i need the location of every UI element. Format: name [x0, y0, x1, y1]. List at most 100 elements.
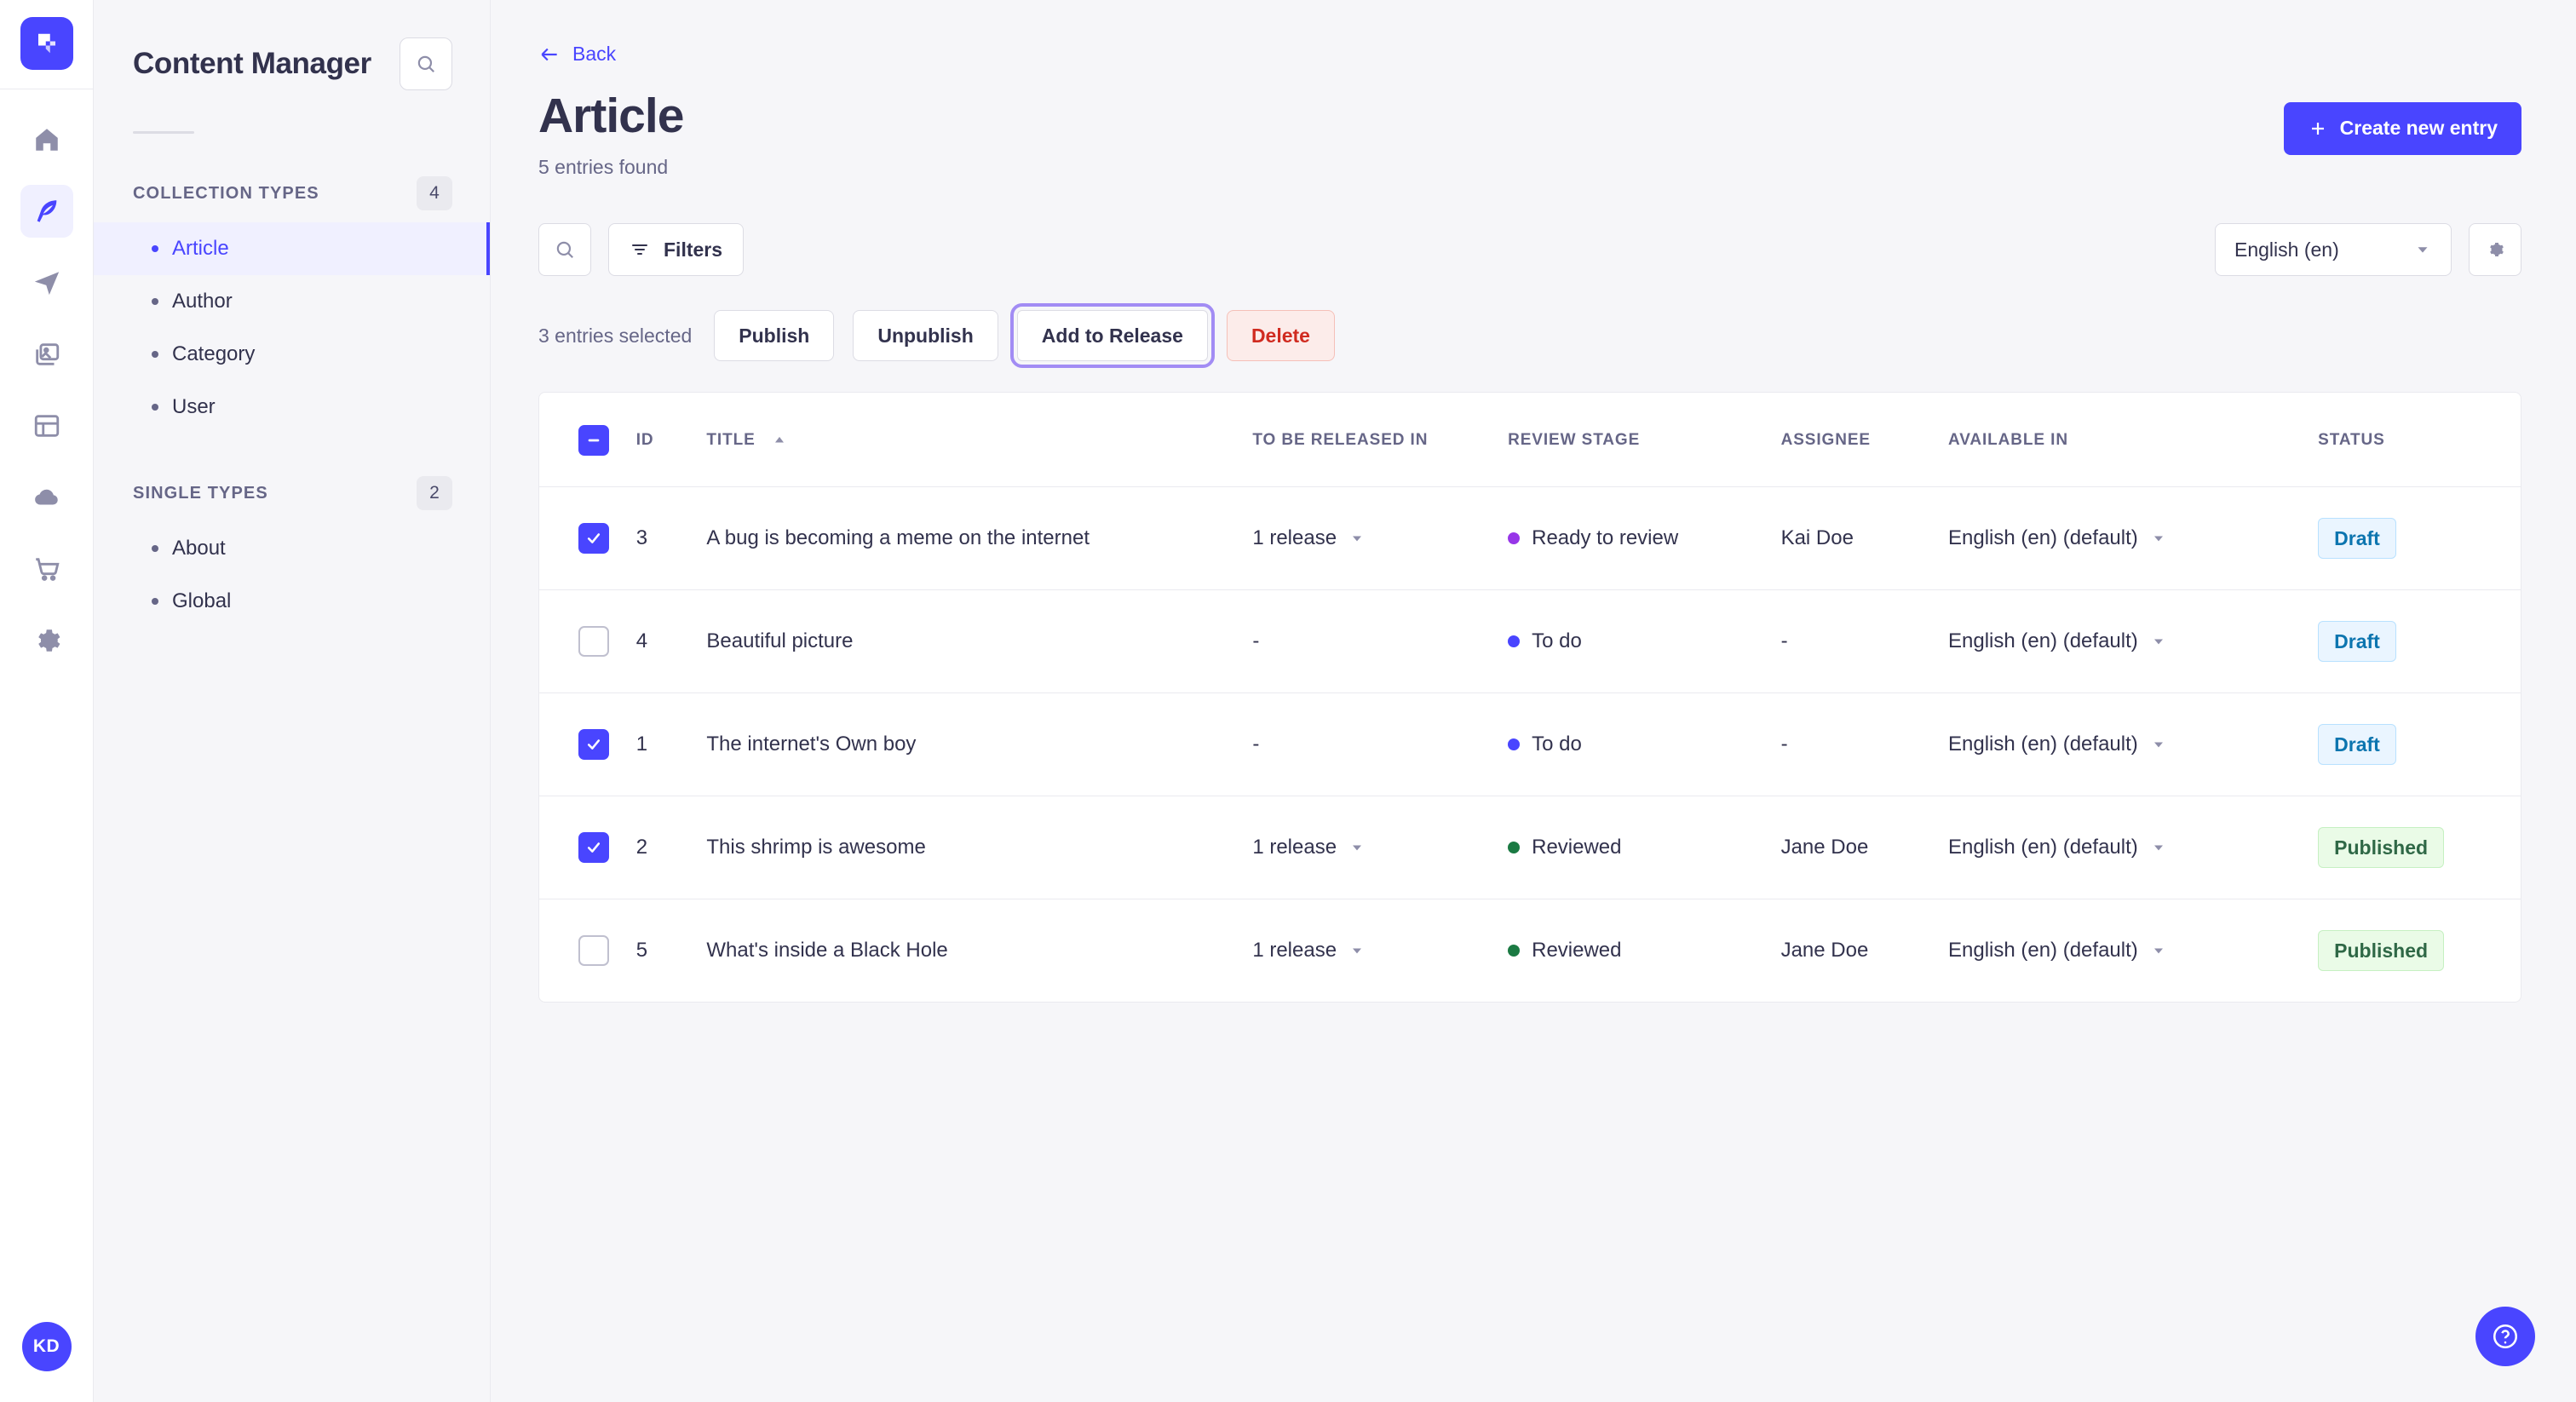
chevron-down-icon [2418, 247, 2428, 253]
gear-icon [2490, 243, 2504, 257]
review-stage-dot-icon [1508, 635, 1521, 648]
row-released-in-label: - [1252, 733, 1260, 756]
bullet-icon [152, 545, 158, 552]
rail-item-settings[interactable] [20, 614, 73, 667]
bulk-action-bar: 3 entries selected Publish Unpublish Add… [491, 276, 2576, 369]
table-row[interactable]: 2 This shrimp is awesome 1 release Rev [539, 796, 2521, 900]
column-header-available-in[interactable]: AVAILABLE IN [1947, 393, 2319, 488]
row-checkbox[interactable] [578, 832, 609, 864]
arrow-left-icon [541, 48, 557, 60]
rail-item-marketplace[interactable] [20, 543, 73, 595]
rail-item-content-type-builder[interactable] [20, 399, 73, 452]
row-checkbox[interactable] [578, 523, 609, 554]
table-row[interactable]: 1 The internet's Own boy - To do [539, 692, 2521, 797]
minus-icon [588, 439, 600, 442]
status-badge: Draft [2318, 724, 2396, 766]
sidebar-single-types-list: About Global [94, 522, 490, 628]
table-row[interactable]: 3 A bug is becoming a meme on the intern… [539, 486, 2521, 591]
row-released-in: 1 release [1252, 486, 1509, 591]
publish-button[interactable]: Publish [714, 310, 835, 362]
rail-item-releases[interactable] [20, 256, 73, 309]
column-header-title[interactable]: TITLE [706, 393, 1253, 488]
chevron-down-icon[interactable] [1348, 530, 1366, 547]
chevron-down-icon[interactable] [2150, 530, 2167, 547]
search-icon [556, 241, 573, 259]
row-checkbox[interactable] [578, 935, 609, 967]
status-badge: Published [2318, 827, 2445, 869]
sidebar-group-count: 2 [417, 476, 452, 510]
view-settings-button[interactable] [2469, 223, 2521, 277]
row-released-in: 1 release [1252, 796, 1509, 900]
row-assignee: - [1780, 589, 1948, 694]
create-new-entry-button[interactable]: Create new entry [2283, 101, 2521, 155]
sidebar-item-user[interactable]: User [94, 381, 490, 434]
sidebar-search-button[interactable] [400, 37, 452, 90]
main-content: Back Article 5 entries found Create new … [491, 0, 2576, 1402]
chevron-down-icon[interactable] [2150, 942, 2167, 959]
status-badge: Published [2318, 930, 2445, 972]
sidebar-item-global[interactable]: Global [94, 575, 490, 628]
row-title: A bug is becoming a meme on the internet [706, 486, 1253, 591]
table-row[interactable]: 4 Beautiful picture - To do [539, 589, 2521, 694]
row-id: 1 [635, 692, 707, 797]
sidebar-item-category[interactable]: Category [94, 328, 490, 381]
row-assignee: Kai Doe [1780, 486, 1948, 591]
column-header-status[interactable]: STATUS [2318, 393, 2521, 488]
row-select-cell [539, 692, 636, 797]
row-review-stage-label: Reviewed [1532, 836, 1622, 859]
column-header-to-be-released-in[interactable]: TO BE RELEASED IN [1252, 393, 1509, 488]
filters-button[interactable]: Filters [608, 223, 745, 277]
row-checkbox[interactable] [578, 729, 609, 761]
avatar[interactable]: KD [21, 1322, 72, 1371]
table-body: 3 A bug is becoming a meme on the intern… [539, 486, 2521, 1003]
table-row[interactable]: 5 What's inside a Black Hole 1 release [539, 899, 2521, 1003]
bullet-icon [152, 351, 158, 358]
page-title-block: Article 5 entries found [538, 89, 684, 180]
sidebar-item-author[interactable]: Author [94, 275, 490, 328]
review-stage-dot-icon [1508, 945, 1521, 957]
sidebar-item-label: Article [172, 237, 229, 260]
locale-select-value: English (en) [2234, 238, 2339, 261]
back-link[interactable]: Back [538, 43, 616, 66]
chevron-down-icon[interactable] [2150, 633, 2167, 650]
unpublish-button[interactable]: Unpublish [853, 310, 998, 362]
table-head: ID TITLE TO BE RELEASED IN REVIEW STAGE … [539, 393, 2521, 488]
delete-button[interactable]: Delete [1226, 310, 1335, 362]
strapi-logo-icon[interactable] [20, 17, 73, 70]
sidebar-item-about[interactable]: About [94, 522, 490, 575]
review-stage-dot-icon [1508, 532, 1521, 545]
column-header-review-stage[interactable]: REVIEW STAGE [1508, 393, 1781, 488]
row-assignee: Jane Doe [1780, 796, 1948, 900]
select-all-checkbox[interactable] [578, 425, 609, 457]
row-review-stage: Reviewed [1508, 899, 1780, 1003]
add-to-release-label: Add to Release [1041, 324, 1183, 347]
list-toolbar: Filters English (en) [491, 179, 2576, 277]
chevron-down-icon[interactable] [1348, 942, 1366, 959]
review-stage-dot-icon [1508, 738, 1521, 751]
column-header-assignee[interactable]: ASSIGNEE [1780, 393, 1948, 488]
table-header-row: ID TITLE TO BE RELEASED IN REVIEW STAGE … [539, 393, 2521, 488]
locale-select[interactable]: English (en) [2215, 223, 2452, 277]
rail-item-media-library[interactable] [20, 328, 73, 381]
sidebar-item-label: About [172, 537, 226, 560]
rail-item-cloud[interactable] [20, 471, 73, 524]
rail-item-home[interactable] [20, 113, 73, 166]
chevron-down-icon[interactable] [2150, 839, 2167, 856]
entries-selected-label: 3 entries selected [538, 324, 693, 347]
rail-item-content-manager[interactable] [20, 185, 73, 238]
row-review-stage-label: Reviewed [1532, 939, 1622, 962]
help-button[interactable] [2475, 1307, 2535, 1366]
search-icon-button[interactable] [538, 223, 591, 277]
chevron-down-icon[interactable] [2150, 736, 2167, 753]
row-review-stage: To do [1508, 692, 1781, 797]
sidebar-title: Content Manager [133, 47, 371, 80]
row-checkbox[interactable] [578, 626, 609, 658]
add-to-release-button[interactable]: Add to Release [1009, 303, 1215, 369]
row-available-in-label: English (en) (default) [1947, 526, 2138, 550]
column-header-id[interactable]: ID [635, 393, 707, 488]
chevron-down-icon[interactable] [1348, 839, 1366, 856]
row-title: Beautiful picture [706, 589, 1253, 694]
bullet-icon [152, 245, 158, 252]
bullet-icon [152, 298, 158, 305]
sidebar-item-article[interactable]: Article [94, 222, 490, 275]
